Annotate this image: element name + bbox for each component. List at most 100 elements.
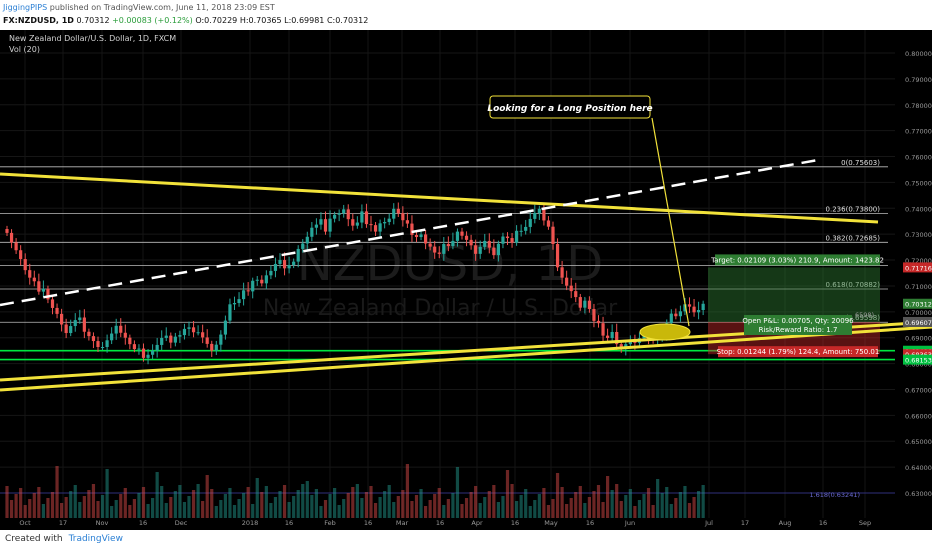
- volume-bar: [451, 493, 455, 518]
- candle-body: [401, 213, 405, 221]
- x-tick-label: 17: [59, 519, 67, 527]
- candle-body: [460, 231, 464, 236]
- x-tick-label: 16: [285, 519, 293, 527]
- fib-label: 0.236(0.73800): [826, 205, 881, 213]
- candle-body: [392, 208, 396, 219]
- x-tick-label: May: [544, 519, 558, 527]
- candle-body: [483, 240, 487, 247]
- volume-bar: [319, 506, 323, 518]
- volume-bar: [128, 505, 132, 518]
- price-chart[interactable]: NZDUSD, 1D New Zealand Dollar / U.S. Dol…: [0, 30, 932, 530]
- candle-body: [692, 306, 696, 313]
- volume-bar: [701, 485, 705, 518]
- volume-bar: [487, 491, 491, 518]
- x-tick-label: Sep: [859, 519, 871, 527]
- volume-bar: [446, 499, 450, 518]
- candle-body: [492, 247, 496, 256]
- volume-bar: [323, 500, 328, 518]
- volume-bar: [364, 492, 369, 518]
- candle-body: [87, 331, 91, 337]
- candle-body: [237, 299, 241, 304]
- candle-body: [687, 304, 692, 307]
- chart-area[interactable]: NZDUSD, 1D New Zealand Dollar / U.S. Dol…: [0, 30, 932, 530]
- candle-body: [364, 211, 369, 225]
- volume-bar: [146, 504, 150, 518]
- candle-body: [73, 320, 77, 327]
- candle-body: [610, 331, 614, 338]
- watermark-name: New Zealand Dollar / U.S. Dollar: [263, 296, 618, 321]
- ohlc-line: FX:NZDUSD, 1D 0.70312 +0.00083 (+0.12%) …: [3, 15, 368, 26]
- volume-bar: [442, 505, 446, 518]
- volume-bar: [32, 493, 36, 518]
- pnl-label-text: Risk/Reward Ratio: 1.7: [759, 326, 838, 334]
- candle-body: [64, 324, 68, 334]
- candle-body: [583, 300, 587, 308]
- candle-body: [346, 209, 350, 220]
- volume-bar: [119, 494, 123, 518]
- volume-bar: [464, 498, 469, 518]
- price-tag-box: [903, 354, 932, 365]
- volume-bar: [37, 487, 41, 518]
- candle-body: [555, 244, 560, 268]
- volume-bar: [210, 489, 214, 518]
- volume-bar: [519, 495, 523, 518]
- tradingview-logo[interactable]: TradingView: [68, 534, 123, 544]
- volume-bar: [269, 503, 273, 518]
- volume-bar: [642, 494, 646, 518]
- volume-bar: [196, 484, 200, 518]
- volume-bar: [91, 484, 96, 518]
- volume-bar: [437, 488, 441, 518]
- candle-body: [424, 234, 428, 244]
- candle-body: [419, 234, 423, 238]
- x-tick-label: 16: [511, 519, 519, 527]
- volume-bar: [683, 486, 687, 518]
- volume-bar: [282, 485, 287, 518]
- stop-label-box: [718, 346, 878, 358]
- callout-arrow: [651, 117, 690, 327]
- candle-body: [160, 337, 164, 345]
- volume-bar: [615, 484, 619, 518]
- volume-bar: [87, 490, 91, 518]
- volume-bar: [692, 497, 696, 518]
- candle-body: [396, 208, 400, 214]
- candle-body: [178, 335, 182, 337]
- candle-body: [451, 240, 455, 247]
- candle-body: [232, 303, 237, 305]
- volume-bar: [296, 490, 300, 518]
- publish-info: JiggingPIPS published on TradingView.com…: [3, 2, 275, 13]
- x-tick-label: Nov: [96, 519, 109, 527]
- candle-body: [337, 213, 341, 215]
- volume-bar: [633, 506, 637, 518]
- x-tick-label: Apr: [471, 519, 483, 527]
- chart-header: JiggingPIPS published on TradingView.com…: [0, 0, 932, 30]
- candle-body: [123, 332, 127, 338]
- candle-body: [519, 230, 523, 232]
- volume-bar: [205, 475, 209, 518]
- candle-body: [537, 208, 541, 213]
- volume-bar: [697, 491, 701, 518]
- volume-fib-label: 1.618(0.63241): [809, 491, 860, 499]
- volume-bar: [606, 476, 610, 518]
- candle-body: [246, 290, 250, 292]
- candle-body: [37, 281, 41, 292]
- volume-bar: [23, 505, 27, 518]
- candle-body: [446, 244, 450, 247]
- volume-bar: [678, 492, 682, 518]
- candle-body: [164, 335, 168, 338]
- y-tick-label: 0.66000: [905, 412, 932, 420]
- target-zone: [708, 267, 880, 322]
- candle-body: [137, 348, 141, 350]
- candle-body: [542, 208, 546, 221]
- candle-body: [151, 350, 155, 355]
- fib-label: 0.618(0.70882): [826, 281, 881, 289]
- stop-label-text: Stop: 0.01244 (1.79%) 124.4, Amount: 750…: [717, 348, 880, 356]
- author-link[interactable]: JiggingPIPS: [3, 3, 48, 12]
- volume-bar: [546, 505, 551, 518]
- candle-body: [505, 236, 510, 239]
- volume-bar: [515, 501, 519, 518]
- volume-bar: [578, 486, 582, 518]
- footer: Created with TradingView: [0, 530, 932, 550]
- volume-bar: [169, 497, 173, 518]
- candle-body: [442, 244, 446, 254]
- y-tick-label: 0.78000: [905, 102, 932, 110]
